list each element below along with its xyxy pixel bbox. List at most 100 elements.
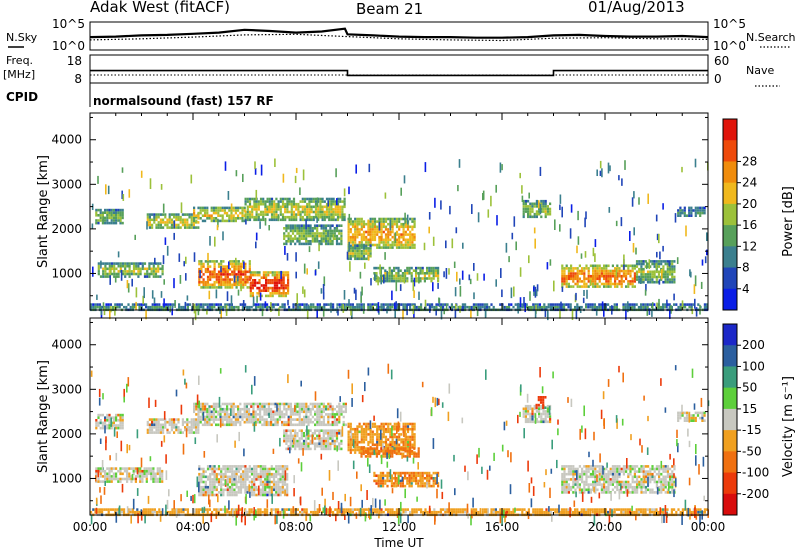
heatmap-cell	[277, 200, 280, 203]
heatmap-cell	[264, 208, 267, 211]
heatmap-cell	[217, 273, 221, 276]
heatmap-cell	[155, 428, 158, 432]
heatmap-cell	[373, 220, 377, 223]
heatmap-cell	[583, 272, 586, 275]
heatmap-cell	[250, 467, 254, 471]
heatmap-cell	[338, 429, 341, 432]
heatmap-cell	[231, 260, 234, 263]
heatmap-cell	[162, 428, 165, 432]
scatter-mark	[576, 245, 578, 254]
heatmap-cell	[679, 214, 682, 217]
heatmap-cell	[400, 440, 403, 444]
heatmap-cell	[204, 267, 207, 271]
heatmap-cell	[177, 431, 180, 434]
heatmap-cell	[371, 243, 374, 247]
scatter-mark	[473, 263, 475, 271]
heatmap-cell	[231, 485, 234, 489]
heatmap-cell	[287, 276, 290, 279]
heatmap-cell	[250, 493, 254, 497]
heatmap-cell	[233, 267, 236, 271]
heatmap-cell	[226, 478, 229, 481]
heatmap-cell	[508, 305, 511, 309]
heatmap-cell	[121, 413, 124, 417]
heatmap-cell	[228, 415, 231, 419]
heatmap-cell	[635, 303, 638, 306]
heatmap-cell	[166, 431, 169, 434]
heatmap-cell	[360, 222, 363, 226]
scatter-mark	[230, 203, 233, 210]
heatmap-cell	[333, 234, 336, 238]
heatmap-cell	[110, 211, 113, 214]
heatmap-cell	[300, 447, 303, 451]
heatmap-cell	[211, 465, 214, 468]
heatmap-cell	[387, 222, 390, 226]
scatter-mark	[609, 165, 611, 172]
heatmap-cell	[583, 277, 586, 281]
scatter-mark	[510, 287, 513, 299]
heatmap-cell	[228, 475, 232, 479]
heatmap-cell	[694, 206, 697, 210]
heatmap-cell	[411, 235, 414, 239]
heatmap-cell	[615, 303, 618, 306]
scatter-mark	[413, 290, 415, 298]
heatmap-cell	[239, 275, 243, 279]
heatmap-cell	[219, 413, 222, 416]
heatmap-cell	[290, 200, 293, 203]
heatmap-cell	[270, 205, 274, 209]
scatter-mark	[379, 264, 381, 275]
heatmap-cell	[696, 209, 700, 212]
heatmap-cell	[430, 279, 433, 283]
heatmap-cell	[270, 402, 273, 406]
heatmap-cell	[305, 418, 308, 421]
heatmap-cell	[633, 303, 636, 306]
heatmap-cell	[195, 420, 198, 424]
heatmap-cell	[690, 305, 693, 309]
heatmap-cell	[267, 423, 270, 427]
heatmap-cell	[461, 303, 464, 306]
heatmap-cell	[335, 229, 339, 233]
heatmap-cell	[594, 267, 597, 270]
heatmap-cell	[360, 452, 363, 456]
heatmap-cell	[393, 451, 396, 454]
heatmap-cell	[533, 212, 536, 216]
heatmap-cell	[633, 285, 636, 288]
heatmap-cell	[128, 267, 131, 271]
heatmap-cell	[591, 305, 594, 309]
heatmap-cell	[307, 420, 310, 424]
heatmap-cell	[190, 215, 193, 219]
heatmap-cell	[170, 426, 173, 429]
heatmap-cell	[232, 217, 235, 220]
heatmap-cell	[287, 447, 290, 451]
heatmap-cell	[397, 277, 400, 280]
heatmap-cell	[235, 485, 238, 489]
heatmap-cell	[369, 244, 372, 248]
heatmap-cell	[360, 455, 363, 458]
heatmap-cell	[215, 472, 218, 476]
heatmap-cell	[685, 214, 689, 217]
heatmap-cell	[259, 491, 262, 494]
heatmap-cell	[248, 265, 251, 268]
heatmap-cell	[259, 420, 262, 424]
heatmap-cell	[351, 448, 355, 452]
heatmap-cell	[288, 197, 291, 201]
heatmap-cell	[173, 420, 176, 424]
scatter-mark	[160, 291, 163, 298]
heatmap-cell	[231, 283, 234, 287]
heatmap-cell	[402, 443, 405, 447]
scatter-mark	[644, 289, 647, 296]
scatter-mark	[317, 261, 320, 269]
heatmap-cell	[362, 433, 366, 436]
heatmap-cell	[121, 424, 124, 427]
heatmap-cell	[697, 303, 700, 306]
heatmap-cell	[342, 420, 345, 424]
heatmap-cell	[642, 305, 645, 309]
heatmap-cell	[646, 305, 649, 309]
heatmap-cell	[228, 407, 231, 411]
scatter-mark	[633, 191, 635, 199]
heatmap-cell	[522, 215, 525, 219]
heatmap-cell	[243, 206, 246, 210]
heatmap-cell	[336, 420, 339, 424]
heatmap-cell	[277, 493, 280, 497]
heatmap-cell	[193, 407, 196, 411]
heatmap-cell	[529, 215, 532, 219]
